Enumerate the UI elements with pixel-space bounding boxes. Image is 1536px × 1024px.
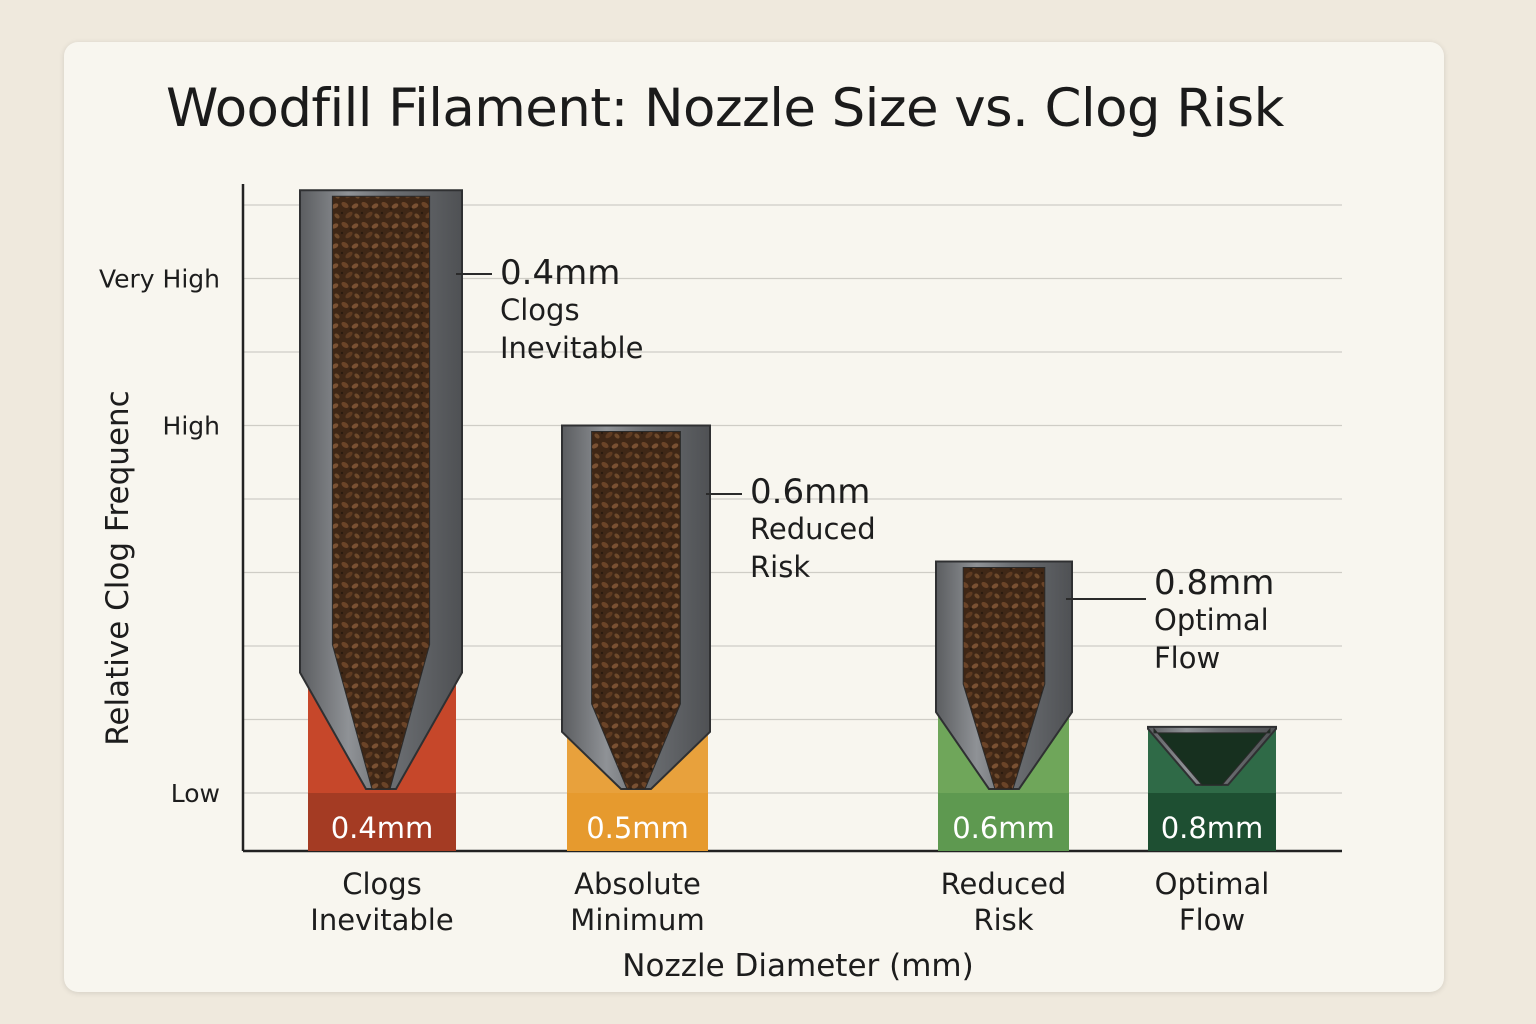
category-label: Risk <box>973 903 1033 937</box>
bar-value-label: 0.8mm <box>1161 811 1264 845</box>
y-tick-label: High <box>163 412 220 441</box>
category-label: Flow <box>1179 903 1245 937</box>
nozzle-filament <box>962 566 1046 790</box>
y-tick-label: Low <box>171 779 220 808</box>
category-label: Minimum <box>570 903 704 937</box>
annotation-text: 0.4mm <box>500 253 620 293</box>
category-label: Absolute <box>574 867 701 901</box>
bar-value-label: 0.6mm <box>952 811 1055 845</box>
x-axis-title: Nozzle Diameter (mm) <box>622 948 973 984</box>
annotation-text: 0.6mm <box>750 472 870 512</box>
category-label: Clogs <box>342 867 422 901</box>
annotation-text: 0.8mm <box>1154 563 1274 603</box>
category-label: Reduced <box>941 867 1067 901</box>
annotation-text: Optimal <box>1154 603 1269 637</box>
category-label: Inevitable <box>310 903 453 937</box>
annotation-text: Clogs <box>500 293 580 327</box>
nozzle-filament <box>331 195 431 790</box>
nozzle-filament <box>591 431 681 790</box>
chart-title: Woodfill Filament: Nozzle Size vs. Clog … <box>166 78 1284 139</box>
bar-value-label: 0.4mm <box>331 811 434 845</box>
bar-label-band <box>567 793 708 851</box>
bar-value-label: 0.5mm <box>586 811 689 845</box>
category-label: Optimal <box>1155 867 1270 901</box>
bar-label-band <box>1148 793 1276 851</box>
annotation-text: Inevitable <box>500 331 643 365</box>
annotation-text: Flow <box>1154 641 1220 675</box>
annotation-text: Reduced <box>750 512 876 546</box>
bar-label-band <box>308 793 456 851</box>
annotation-text: Risk <box>750 550 810 584</box>
bar-label-band <box>938 793 1069 851</box>
y-tick-label: Very High <box>99 265 220 294</box>
y-axis-title: Relative Clog Frequenc <box>100 390 136 745</box>
nozzle-filament <box>1153 727 1271 786</box>
